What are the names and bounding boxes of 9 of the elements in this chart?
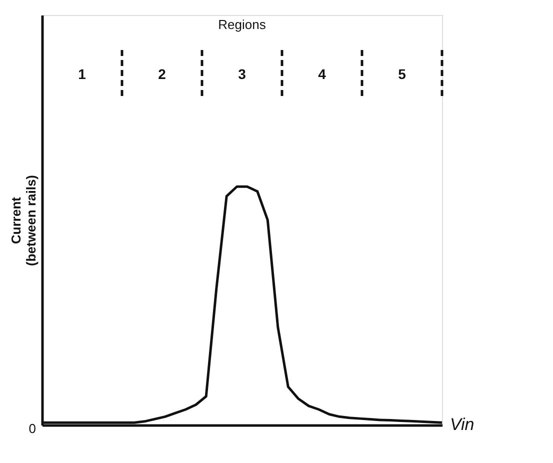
text: 5 [398,66,406,82]
text: 4 [318,66,326,82]
text: 0 [28,421,36,436]
y-axis-title: Current (between rails) [8,174,38,266]
x-axis-title: Vin [450,415,474,434]
text: 1 [78,66,86,82]
text: 3 [238,66,246,82]
text: Regions [218,17,266,32]
text: 2 [158,66,166,82]
